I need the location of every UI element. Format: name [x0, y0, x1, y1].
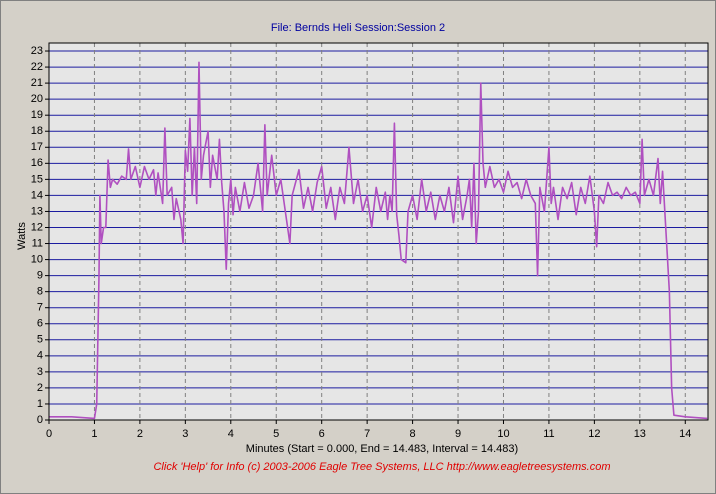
x-tick-label: 4	[228, 428, 234, 440]
x-tick-label: 7	[364, 428, 370, 440]
y-tick-label: 15	[31, 173, 43, 185]
x-axis-label: Minutes (Start = 0.000, End = 14.483, In…	[246, 443, 518, 455]
y-tick-label: 18	[31, 125, 43, 137]
y-tick-label: 7	[37, 302, 43, 314]
plot-border	[48, 42, 709, 421]
x-tick-label: 5	[273, 428, 279, 440]
x-tick-label: 2	[137, 428, 143, 440]
x-tick-label: 11	[543, 428, 554, 440]
data-line	[49, 61, 708, 420]
y-tick-label: 19	[31, 109, 43, 121]
y-tick-label: 4	[37, 350, 43, 362]
x-tick-label: 6	[319, 428, 325, 440]
y-tick-label: 6	[37, 318, 43, 330]
y-tick-label: 17	[31, 141, 43, 153]
plot-area	[49, 43, 708, 420]
x-tick-label: 8	[410, 428, 416, 440]
y-tick-label: 11	[32, 237, 43, 249]
y-tick-label: 20	[31, 93, 43, 105]
x-tick-label: 1	[91, 428, 97, 440]
y-tick-label: 13	[31, 205, 43, 217]
y-tick-label: 1	[37, 398, 43, 410]
y-tick-label: 5	[37, 334, 43, 346]
y-axis-label: Watts	[16, 222, 28, 250]
x-tick-label: 9	[455, 428, 461, 440]
x-tick-label: 0	[46, 428, 52, 440]
y-tick-label: 12	[31, 221, 43, 233]
y-tick-label: 21	[31, 77, 43, 89]
y-tick-label: 10	[31, 253, 43, 265]
chart-title: File: Bernds Heli Session:Session 2	[271, 22, 445, 34]
y-tick-label: 3	[37, 366, 43, 378]
x-tick-label: 13	[634, 428, 646, 440]
x-tick-label: 14	[679, 428, 691, 440]
y-tick-label: 22	[31, 61, 43, 73]
y-tick-label: 0	[37, 414, 43, 426]
y-tick-label: 2	[37, 382, 43, 394]
y-tick-label: 9	[37, 270, 43, 282]
y-tick-label: 16	[31, 157, 43, 169]
x-tick-label: 10	[497, 428, 509, 440]
y-tick-label: 23	[31, 45, 43, 57]
x-tick-label: 3	[182, 428, 188, 440]
y-tick-label: 8	[37, 286, 43, 298]
footer: Click 'Help' for Info (c) 2003-2006 Eagl…	[153, 461, 610, 473]
x-tick-label: 12	[588, 428, 600, 440]
y-tick-label: 14	[31, 189, 43, 201]
